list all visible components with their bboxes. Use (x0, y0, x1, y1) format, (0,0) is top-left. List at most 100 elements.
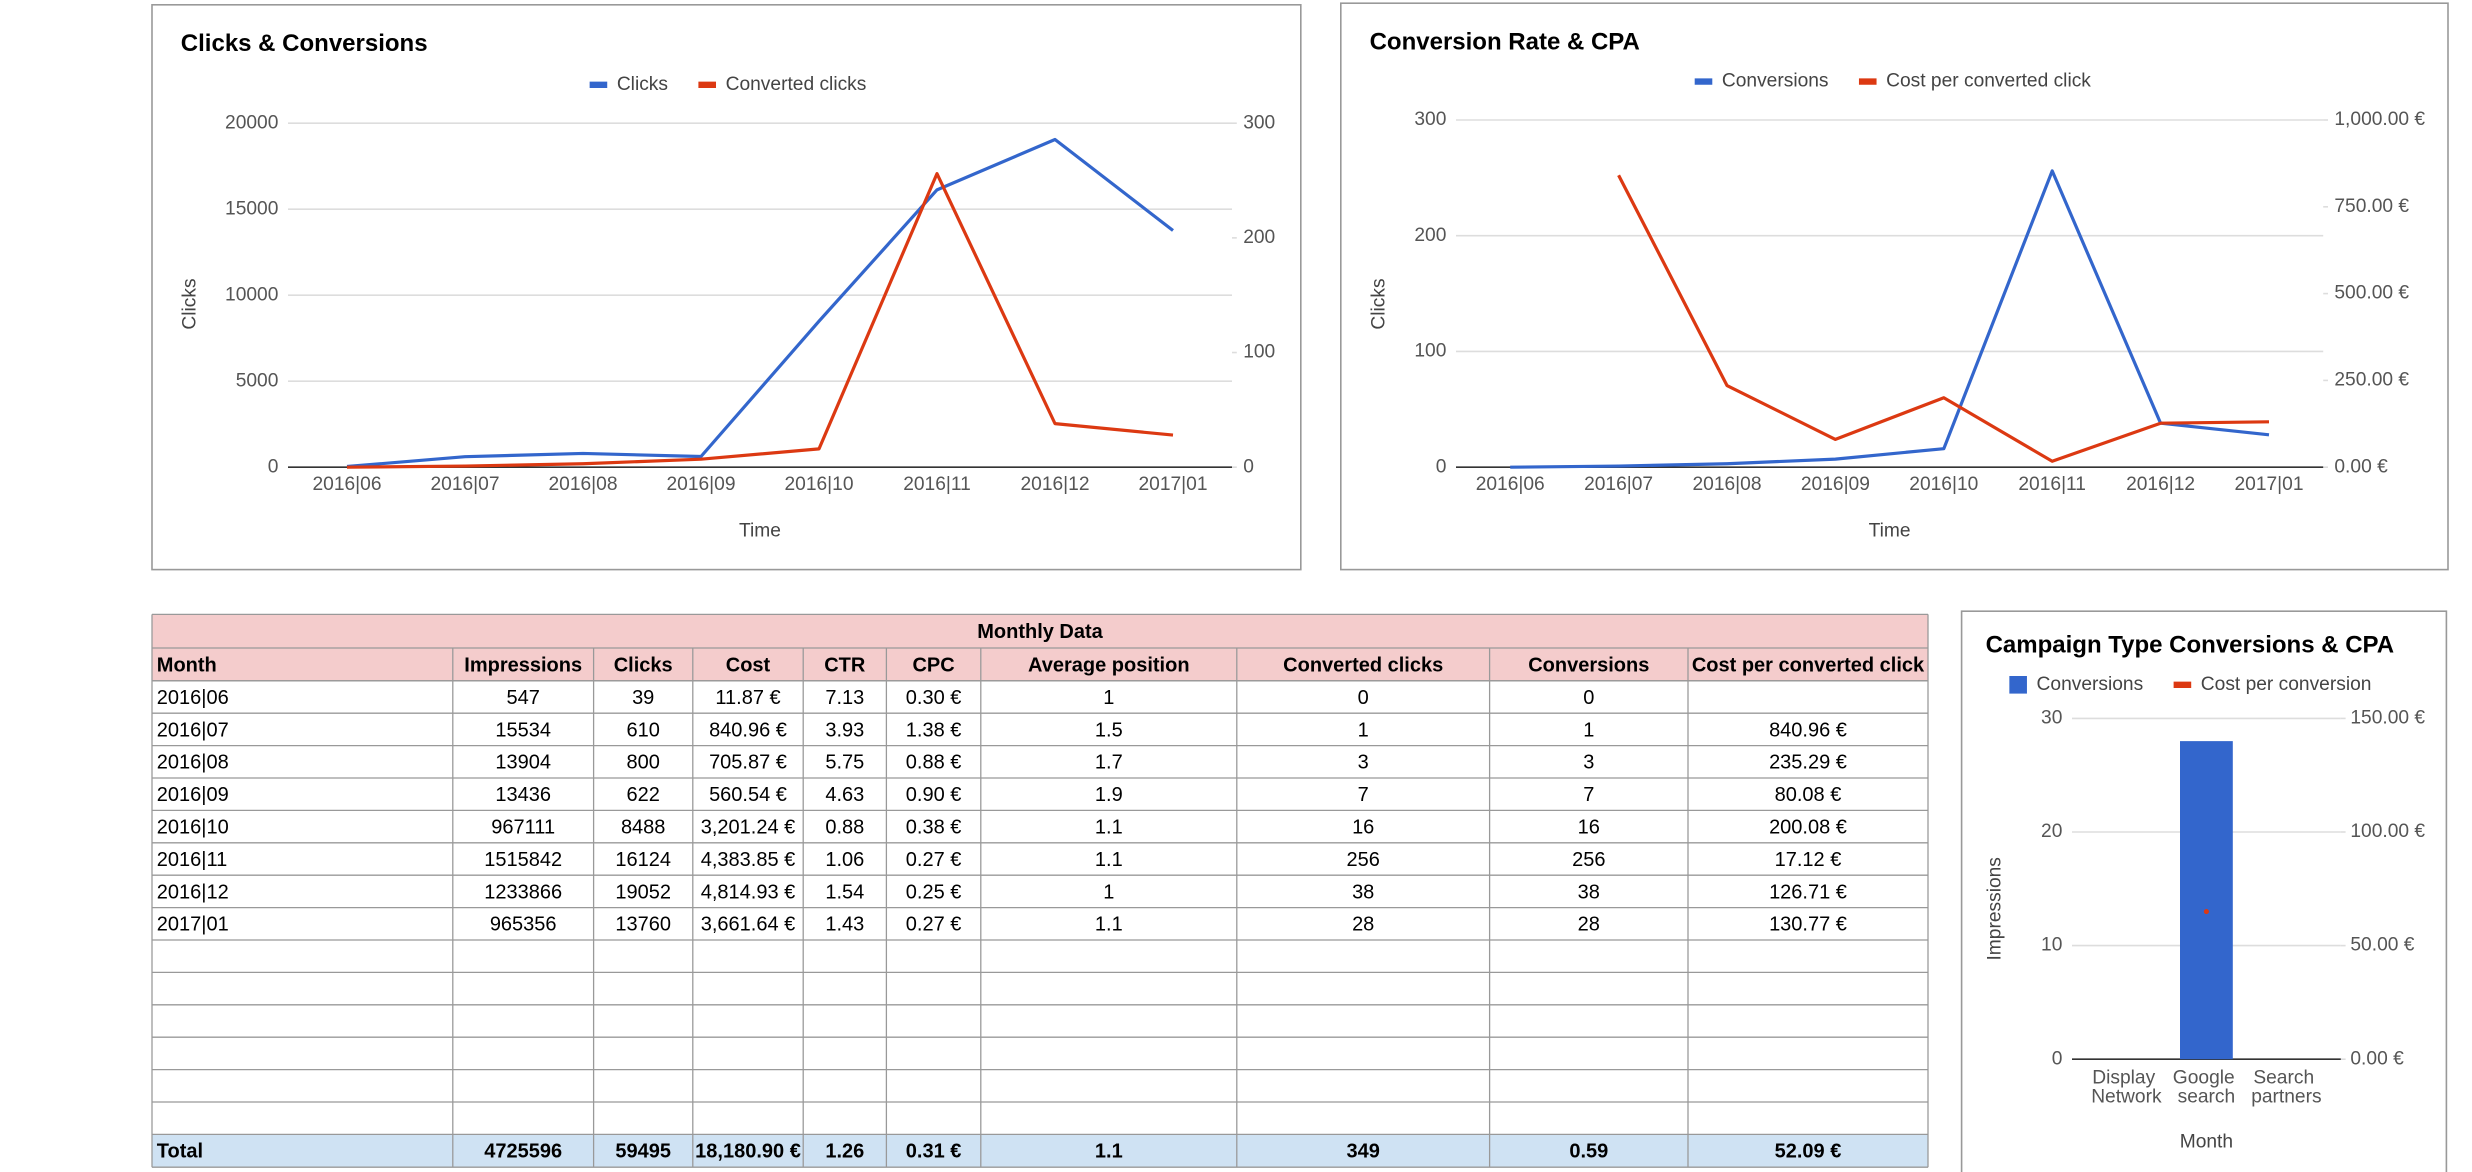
y-axis-label: Impressions (1984, 857, 2005, 960)
table-cell: 2016|09 (157, 784, 229, 806)
x-axis-label: Month (2180, 1131, 2233, 1152)
table-cell: 28 (1352, 914, 1374, 936)
table-cell: 16 (1352, 816, 1374, 838)
table-cell: 1 (1103, 881, 1114, 903)
table-header: CTR (824, 654, 866, 676)
table-cell: 0 (1583, 687, 1594, 709)
table-cell: 2016|07 (157, 719, 229, 741)
x-tick-label-line: search (2178, 1087, 2236, 1108)
table-cell: 1.54 (825, 881, 864, 903)
x-tick-label: Google search (2173, 1067, 2240, 1107)
table-total: 1.1 (1095, 1141, 1123, 1163)
y-tick-label: 300 (1414, 109, 1446, 130)
table-cell: 1.43 (825, 914, 864, 936)
x-tick-label: 2017|01 (2234, 474, 2303, 495)
table-cell: 3 (1358, 752, 1369, 774)
legend-label: Cost per conversion (2201, 674, 2372, 695)
table-cell: 39 (632, 687, 654, 709)
table-cell: 547 (507, 687, 540, 709)
table-header: CPC (912, 654, 954, 676)
table-cell: 80.08 € (1775, 784, 1842, 806)
table-total: 349 (1347, 1141, 1380, 1163)
table-cell: 967111 (491, 816, 555, 838)
table-total: 4725596 (484, 1141, 562, 1163)
x-tick-label: 2016|08 (1692, 474, 1761, 495)
table-header: Impressions (464, 654, 582, 676)
table-total: 52.09 € (1775, 1141, 1842, 1163)
table-cell: 0.30 € (906, 687, 962, 709)
table-cell: 1.38 € (906, 719, 962, 741)
table-cell: 200.08 € (1769, 816, 1847, 838)
y2-tick-label: 500.00 € (2334, 283, 2409, 304)
table-cell: 28 (1578, 914, 1600, 936)
x-tick-label: 2016|10 (1909, 474, 1978, 495)
x-tick-label: Display Network (2091, 1067, 2162, 1107)
chart-title: Conversion Rate & CPA (1370, 29, 1640, 56)
table-cell: 622 (627, 784, 660, 806)
y-tick-label: 20 (2041, 821, 2062, 842)
table-cell: 13436 (495, 784, 551, 806)
table-title: Monthly Data (977, 621, 1103, 643)
legend-label: Conversions (1722, 71, 1829, 92)
table-total: Total (157, 1141, 203, 1163)
y2-tick-label: 200 (1243, 227, 1275, 248)
y2-tick-label: 0.00 € (2334, 456, 2388, 477)
y2-tick-label: 0 (1243, 456, 1254, 477)
chart-title: Clicks & Conversions (181, 30, 428, 57)
table-header: Average position (1028, 654, 1190, 676)
x-tick-label: 2016|09 (1801, 474, 1870, 495)
table-cell: 2017|01 (157, 914, 229, 936)
x-tick-label: 2017|01 (1138, 474, 1207, 495)
table-cell: 0.27 € (906, 914, 962, 936)
table-cell: 0.88 (825, 816, 864, 838)
x-tick-label: 2016|06 (1476, 474, 1545, 495)
table-cell: 2016|10 (157, 816, 229, 838)
table-cell: 1 (1358, 719, 1369, 741)
y-tick-label: 0 (1436, 456, 1447, 477)
x-tick-label: 2016|11 (2018, 474, 2086, 495)
x-tick-label-line: partners (2251, 1087, 2321, 1108)
legend-label: Converted clicks (726, 74, 867, 95)
table-cell: 8488 (621, 816, 666, 838)
table-cell: 1.5 (1095, 719, 1123, 741)
table-cell: 16 (1578, 816, 1600, 838)
table-cell: 1.9 (1095, 784, 1123, 806)
y-axis-label: Clicks (179, 278, 200, 329)
table-cell: 1233866 (484, 881, 562, 903)
legend: Clicks Converted clicks (589, 74, 867, 95)
table-total: 18,180.90 € (695, 1141, 801, 1163)
table-cell: 7.13 (825, 687, 864, 709)
x-tick-label: 2016|11 (903, 474, 971, 495)
y-tick-label: 100 (1414, 341, 1446, 362)
y-tick-label: 30 (2041, 707, 2062, 728)
x-tick-label-line: Search (2253, 1067, 2319, 1088)
table-cell: 1 (1583, 719, 1594, 741)
table-cell: 13904 (495, 752, 551, 774)
y2-tick-label: 150.00 € (2350, 707, 2425, 728)
legend: Conversions Cost per converted click (1694, 71, 2091, 92)
table-cell: 840.96 € (1769, 719, 1847, 741)
table-cell: 4,814.93 € (701, 881, 796, 903)
table-cell: 3,661.64 € (701, 914, 796, 936)
table-header: Clicks (614, 654, 673, 676)
table-cell: 256 (1347, 849, 1380, 871)
chart-panel (1340, 2, 2449, 571)
y-tick-label: 0 (2052, 1048, 2063, 1069)
table-cell: 1.06 (825, 849, 864, 871)
table-cell: 610 (627, 719, 660, 741)
table-cell: 0.25 € (906, 881, 962, 903)
y-tick-label: 10000 (225, 284, 278, 305)
table-cell: 11.87 € (715, 687, 780, 709)
y2-tick-label: 100.00 € (2350, 821, 2425, 842)
line (1617, 174, 2270, 463)
table-cell: 130.77 € (1769, 914, 1847, 936)
table-cell: 2016|12 (157, 881, 229, 903)
table-cell: 126.71 € (1769, 881, 1847, 903)
table-header: Converted clicks (1283, 654, 1443, 676)
legend-label: Clicks (617, 74, 668, 95)
x-tick-label: 2016|12 (1020, 474, 1089, 495)
table-cell: 2016|08 (157, 752, 229, 774)
y2-tick-label: 50.00 € (2350, 935, 2414, 956)
table-cell: 235.29 € (1769, 752, 1847, 774)
table-cell: 38 (1578, 881, 1600, 903)
